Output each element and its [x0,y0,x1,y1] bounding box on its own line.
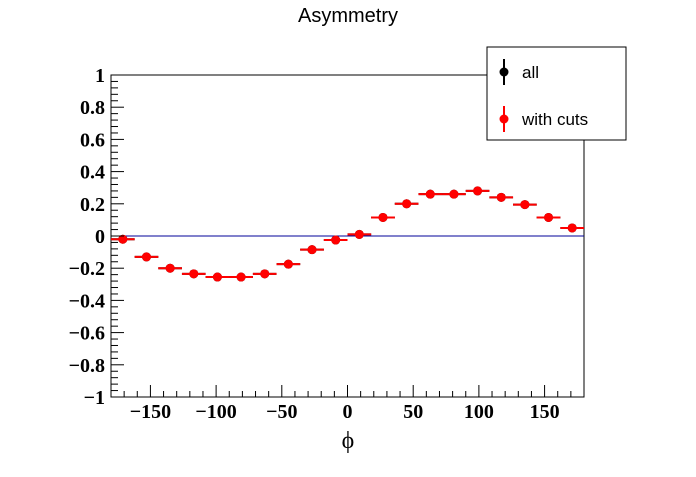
data-point [189,269,199,279]
y-tick-label: −1 [84,387,105,409]
y-tick-label: 0.4 [80,162,105,184]
legend-label: with cuts [521,110,588,129]
data-point [283,259,293,269]
y-tick-label: −0.4 [69,290,105,312]
x-axis-label: ϕ [342,428,355,454]
y-tick-label: 1 [95,65,105,87]
legend-marker-point [499,67,509,77]
y-tick-label: 0.2 [80,194,105,216]
data-point [118,234,128,244]
legend-box [486,46,627,141]
data-point [567,223,577,233]
legend-label: all [522,63,539,82]
data-point [425,189,435,199]
data-point [212,272,222,282]
data-point [354,229,364,239]
data-point [496,192,506,202]
data-point [141,252,151,262]
data-point [331,235,341,245]
x-tick-label: −100 [195,401,236,423]
x-tick-label: −50 [266,401,297,423]
y-tick-label: 0 [95,226,105,248]
data-series [111,186,584,282]
data-point [544,212,554,222]
y-tick-label: −0.2 [69,258,105,280]
data-point [449,189,459,199]
legend: all with cuts [486,46,627,141]
y-tick-label: 0.6 [80,129,105,151]
legend-marker-point [499,114,509,124]
x-tick-label: −150 [130,401,171,423]
data-point [260,269,270,279]
data-point [236,272,246,282]
y-tick-label: 0.8 [80,97,105,119]
series-with-cuts [111,186,584,282]
x-tick-label: 150 [530,401,560,423]
data-point [473,186,483,196]
y-tick-label: −0.8 [69,355,105,377]
y-tick-label: −0.6 [69,323,105,345]
axes: −1 −0.8 −0.6 −0.4 −0.2 0 0.2 0.4 0.6 0.8 1 −150 −100… [69,65,585,423]
x-tick-label: 50 [403,401,423,423]
chart-title: Asymmetry [298,5,398,27]
data-point [307,245,317,255]
data-point [165,263,175,273]
x-tick-label: 100 [464,401,494,423]
data-point [378,212,388,222]
data-point [520,200,530,210]
data-point [402,199,412,209]
x-tick-label: 0 [343,401,353,423]
